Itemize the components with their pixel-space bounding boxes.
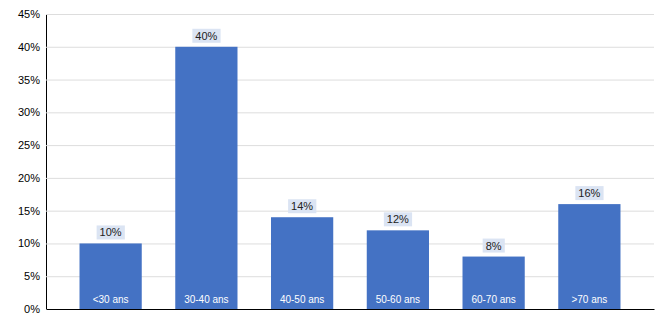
y-tick: 40% (18, 41, 654, 53)
y-tick: 45% (18, 8, 654, 20)
y-tick: 30% (18, 106, 654, 118)
category-label: <30 ans (93, 294, 129, 305)
bar (271, 217, 333, 309)
plot: 0% 5% 10% 15% 20% 25% 30% 35% 40% 45% <30 ans 30-40… (18, 8, 655, 315)
data-label-bg (288, 199, 316, 213)
y-tick-label: 35% (18, 74, 40, 86)
y-tick-label: 25% (18, 139, 40, 151)
data-label-group: 16% (575, 186, 603, 200)
grid-line (46, 309, 654, 310)
y-tick-label: 15% (18, 205, 40, 217)
chart: 0% 5% 10% 15% 20% 25% 30% 35% 40% 45% <30 ans 30-40… (0, 0, 670, 327)
category-label: 40-50 ans (280, 294, 324, 305)
data-label-group: 14% (288, 199, 316, 213)
data-label: 12% (387, 213, 409, 225)
category-label: 60-70 ans (471, 294, 515, 305)
grid-line (46, 145, 654, 146)
data-label: 40% (195, 30, 217, 42)
bar (558, 204, 620, 309)
data-label-bg (192, 29, 220, 43)
data-label-bg (483, 239, 505, 253)
y-axis-line (46, 15, 47, 310)
y-tick-label: 30% (18, 106, 40, 118)
category-label: 50-60 ans (376, 294, 420, 305)
labels: <30 ans 30-40 ans 40-50 ans 50-60 ans 60-70 … (93, 29, 608, 305)
y-tick-label: 45% (18, 8, 40, 20)
grid-line (46, 14, 654, 15)
grid-line (46, 47, 654, 48)
y-tick-label: 10% (18, 237, 40, 249)
grid-line (46, 178, 654, 179)
y-tick-label: 5% (24, 270, 40, 282)
category-label: 30-40 ans (184, 294, 228, 305)
data-label: 14% (291, 200, 313, 212)
grid-line (46, 80, 654, 81)
y-tick-label: 40% (18, 41, 40, 53)
y-tick-label: 0% (24, 303, 40, 315)
x-axis (47, 309, 655, 310)
y-tick: 25% (18, 139, 654, 151)
category-label: >70 ans (571, 294, 607, 305)
bar (367, 230, 429, 309)
data-label: 16% (578, 187, 600, 199)
data-label-group: 40% (192, 29, 220, 43)
bar (80, 243, 142, 309)
y-tick: 35% (18, 74, 654, 86)
bars (80, 47, 621, 309)
grid-line (46, 112, 654, 113)
bar (175, 47, 237, 309)
bar (463, 257, 525, 309)
y-tick: 20% (18, 172, 654, 184)
data-label-bg (575, 186, 603, 200)
data-label-group: 10% (97, 225, 125, 239)
data-label-group: 8% (483, 239, 505, 253)
data-label-group: 12% (384, 212, 412, 226)
x-axis-line (47, 309, 655, 310)
data-label: 10% (100, 226, 122, 238)
data-label: 8% (486, 240, 502, 252)
y-tick-label: 20% (18, 172, 40, 184)
y-axis: 0% 5% 10% 15% 20% 25% 30% 35% 40% 45% (18, 8, 654, 315)
data-label-bg (384, 212, 412, 226)
data-label-bg (97, 225, 125, 239)
